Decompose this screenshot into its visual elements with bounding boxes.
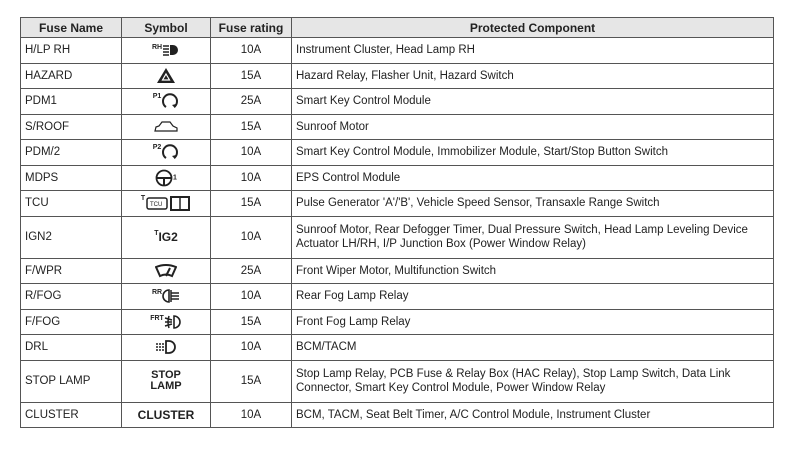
drl-icon <box>155 340 177 355</box>
table-row: PDM/2 P2 10A Smart Key Control Module, I… <box>20 139 774 166</box>
symbol-suffix: 1 <box>173 174 177 182</box>
fuse-rating: 10A <box>210 401 292 428</box>
fuse-symbol: STOP LAMP <box>121 359 211 403</box>
fuse-rating: 25A <box>210 257 292 284</box>
fuse-symbol <box>121 257 211 284</box>
fuse-name: STOP LAMP <box>20 359 122 403</box>
fuse-name: H/LP RH <box>20 37 122 64</box>
fuse-symbol: RH <box>121 37 211 64</box>
header-fuse-name: Fuse Name <box>20 17 122 38</box>
table-row: PDM1 P1 25A Smart Key Control Module <box>20 88 774 115</box>
fuse-rating: 15A <box>210 190 292 217</box>
stop-lamp-text: STOP LAMP <box>150 369 182 392</box>
protected-component: Smart Key Control Module, Immobilizer Mo… <box>291 139 774 166</box>
symbol-superscript: T <box>140 195 146 203</box>
tcu-engine-icon: TCU <box>145 196 191 212</box>
fuse-rating: 25A <box>210 88 292 115</box>
fuse-symbol: P1 <box>121 88 211 115</box>
fuse-rating: 10A <box>210 164 292 191</box>
fuse-symbol <box>121 334 211 361</box>
fuse-symbol <box>121 113 211 140</box>
protected-component: BCM/TACM <box>291 334 774 361</box>
fuse-name: F/FOG <box>20 308 122 335</box>
protected-component: Sunroof Motor <box>291 113 774 140</box>
protected-component: Smart Key Control Module <box>291 88 774 115</box>
table-row: F/FOG FRT 15A Front Fog Lamp Relay <box>20 308 774 335</box>
fuse-name: F/WPR <box>20 257 122 284</box>
fuse-name: S/ROOF <box>20 113 122 140</box>
hazard-icon <box>157 68 175 84</box>
symbol-superscript: RH <box>151 44 163 52</box>
fuse-name: TCU <box>20 190 122 217</box>
fuse-name: PDM1 <box>20 88 122 115</box>
power-icon <box>161 144 179 160</box>
fuse-symbol: RR <box>121 283 211 310</box>
protected-component: Pulse Generator 'A'/'B', Vehicle Speed S… <box>291 190 774 217</box>
header-symbol: Symbol <box>121 17 211 38</box>
fuse-rating: 10A <box>210 37 292 64</box>
table-row: R/FOG RR 10A Rear Fog Lamp Relay <box>20 283 774 310</box>
protected-component: EPS Control Module <box>291 164 774 191</box>
protected-component: Front Fog Lamp Relay <box>291 308 774 335</box>
front-fog-icon <box>164 314 182 329</box>
fuse-name: MDPS <box>20 164 122 191</box>
symbol-superscript: RR <box>151 289 163 297</box>
fuse-symbol: FRT <box>121 308 211 335</box>
table-row: S/ROOF 15A Sunroof Motor <box>20 113 774 140</box>
fuse-rating: 10A <box>210 139 292 166</box>
protected-component: Rear Fog Lamp Relay <box>291 283 774 310</box>
symbol-superscript: P1 <box>152 93 162 101</box>
cluster-text: CLUSTER <box>137 407 195 422</box>
power-icon <box>161 93 179 109</box>
table-row: STOP LAMP STOP LAMP 15A Stop Lamp Relay, … <box>20 359 774 403</box>
table-row: TCU T TCU 15A Pulse Generator 'A'/'B', Ve… <box>20 190 774 217</box>
protected-component: Front Wiper Motor, Multifunction Switch <box>291 257 774 284</box>
headlamp-rh-icon <box>162 44 180 56</box>
svg-text:TCU: TCU <box>150 202 162 208</box>
protected-component: Stop Lamp Relay, PCB Fuse & Relay Box (H… <box>291 359 774 403</box>
steering-wheel-icon <box>155 169 173 187</box>
fuse-name: HAZARD <box>20 62 122 89</box>
table-row: H/LP RH RH 10A Instrument Cluster, Head … <box>20 37 774 64</box>
fuse-rating: 15A <box>210 113 292 140</box>
fuse-name: IGN2 <box>20 215 122 259</box>
fuse-symbol: 1 <box>121 164 211 191</box>
fuse-rating: 10A <box>210 334 292 361</box>
table-row: IGN2 TIG2 10A Sunroof Motor, Rear Defogg… <box>20 215 774 259</box>
fuse-name: R/FOG <box>20 283 122 310</box>
table-row: MDPS 1 10A EPS Control Module <box>20 164 774 191</box>
header-fuse-rating: Fuse rating <box>210 17 292 38</box>
fuse-rating: 15A <box>210 308 292 335</box>
fuse-rating: 15A <box>210 359 292 403</box>
protected-component: Sunroof Motor, Rear Defogger Timer, Dual… <box>291 215 774 259</box>
fuse-name: DRL <box>20 334 122 361</box>
fuse-symbol <box>121 62 211 89</box>
fuse-name: PDM/2 <box>20 139 122 166</box>
protected-component: Hazard Relay, Flasher Unit, Hazard Switc… <box>291 62 774 89</box>
header-row: Fuse Name Symbol Fuse rating Protected C… <box>20 17 774 38</box>
fuse-rating: 10A <box>210 283 292 310</box>
protected-component: Instrument Cluster, Head Lamp RH <box>291 37 774 64</box>
fuse-symbol: TIG2 <box>121 215 211 259</box>
table-row: CLUSTER CLUSTER 10A BCM, TACM, Seat Belt… <box>20 401 774 428</box>
symbol-superscript: T <box>154 230 159 237</box>
fuse-symbol: P2 <box>121 139 211 166</box>
protected-component: BCM, TACM, Seat Belt Timer, A/C Control … <box>291 401 774 428</box>
rear-fog-icon <box>162 289 180 304</box>
fuse-symbol: T TCU <box>121 190 211 217</box>
symbol-superscript: P2 <box>152 144 162 152</box>
header-protected-component: Protected Component <box>291 17 774 38</box>
ig2-text: IG2 <box>158 230 178 244</box>
wiper-icon <box>154 263 178 278</box>
symbol-superscript: FRT <box>150 314 164 322</box>
fuse-symbol: CLUSTER <box>121 401 211 428</box>
fuse-table: Fuse Name Symbol Fuse rating Protected C… <box>20 17 774 428</box>
table-row: HAZARD 15A Hazard Relay, Flasher Unit, H… <box>20 62 774 89</box>
fuse-name: CLUSTER <box>20 401 122 428</box>
fuse-rating: 10A <box>210 215 292 259</box>
table-row: DRL 10A BCM/TACM <box>20 334 774 361</box>
table-row: F/WPR 25A Front Wiper Motor, Multifuncti… <box>20 257 774 284</box>
fuse-rating: 15A <box>210 62 292 89</box>
sunroof-car-icon <box>153 121 179 133</box>
